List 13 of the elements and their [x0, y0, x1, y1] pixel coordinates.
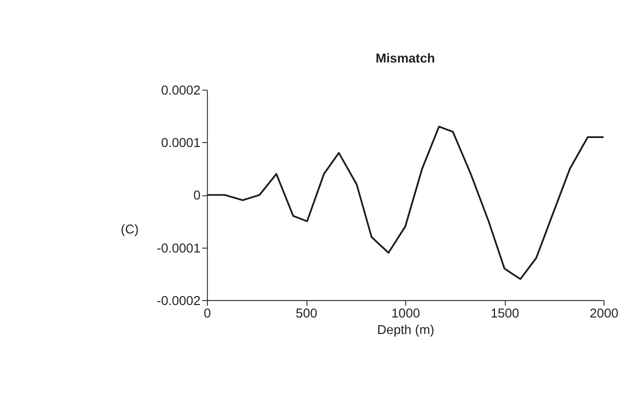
x-tick-label: 500 [296, 306, 318, 321]
y-tick-label: -0.0002 [156, 292, 200, 308]
y-tick-label: 0.0002 [161, 82, 200, 98]
chart-title: Mismatch [376, 50, 436, 66]
x-tick-label: 0 [204, 306, 211, 321]
x-axis-title: Depth (m) [377, 322, 434, 338]
x-tick-label: 1000 [391, 306, 420, 321]
y-tick-label: 0 [193, 188, 200, 203]
x-tick-label: 2000 [590, 306, 618, 321]
y-tick-label: -0.0001 [156, 240, 200, 256]
x-tick-label: 1500 [490, 306, 520, 321]
y-axis-title: (C) [120, 222, 139, 237]
y-tick-label: 0.0001 [161, 135, 200, 150]
